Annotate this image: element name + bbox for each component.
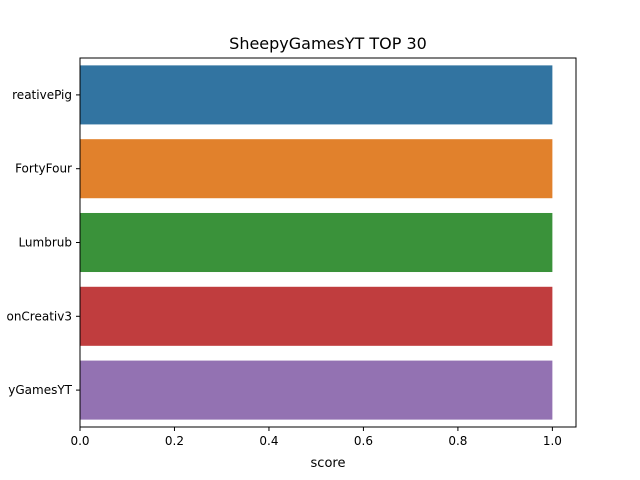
x-tick-label: 0.2 [165,434,184,448]
x-axis-ticks: 0.0 0.2 0.4 0.6 0.8 1.0 [70,427,562,448]
bar-sheepygamesyt [80,360,553,420]
x-tick-label: 0.0 [70,434,89,448]
bar-lumbrub [80,212,553,273]
y-tick-label: FortyFour [15,162,72,176]
chart-title: SheepyGamesYT TOP 30 [229,34,427,53]
x-tick-label: 0.4 [259,434,278,448]
y-tick-label: yGamesYT [8,383,72,397]
x-tick-label: 0.6 [354,434,373,448]
y-tick-label: Lumbrub [18,236,72,250]
plot-frame [79,57,577,428]
y-tick-label: reativePig [12,88,72,102]
x-axis-label: score [311,456,346,471]
x-tick-label: 1.0 [543,434,562,448]
bar-creativepig [80,65,553,125]
bar-fortyfour [80,139,553,199]
y-axis-ticks: reativePig FortyFour Lumbrub onCreativ3 yGam… [6,88,80,397]
bars-layer [80,65,553,420]
y-tick-label: onCreativ3 [6,309,72,323]
bar-oncreativ3 [80,286,553,346]
x-tick-label: 0.8 [448,434,467,448]
